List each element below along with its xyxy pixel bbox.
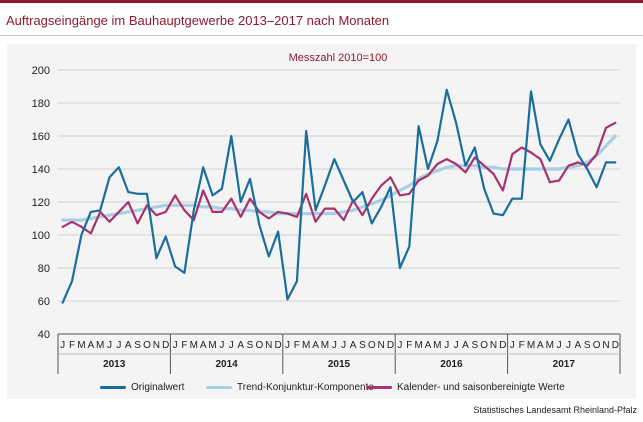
legend-item-trend: Trend-Konjunktur-Komponente bbox=[206, 382, 374, 393]
x-tick-label: N bbox=[265, 340, 272, 351]
x-tick-label: J bbox=[219, 340, 224, 351]
x-tick-label: F bbox=[69, 340, 75, 351]
x-tick-label: M bbox=[77, 340, 85, 351]
legend-label-original: Originalwert bbox=[131, 382, 185, 393]
legend-swatch-trend bbox=[206, 386, 232, 389]
y-tick-label: 80 bbox=[38, 263, 50, 275]
x-tick-label: N bbox=[378, 340, 385, 351]
top-accent-rule bbox=[0, 0, 643, 3]
x-tick-label: D bbox=[387, 340, 394, 351]
chart-title: Auftragseingänge im Bauhauptgewerbe 2013… bbox=[6, 13, 390, 28]
y-tick-label: 120 bbox=[32, 197, 50, 209]
x-tick-label: D bbox=[499, 340, 506, 351]
legend-item-adjusted: Kalender- und saisonbereinigte Werte bbox=[366, 382, 565, 393]
x-tick-label: S bbox=[471, 340, 478, 351]
y-tick-label: 140 bbox=[32, 164, 50, 176]
legend-item-original: Originalwert bbox=[100, 382, 184, 393]
x-tick-label: N bbox=[153, 340, 160, 351]
y-tick-label: 160 bbox=[32, 131, 50, 143]
x-tick-label: A bbox=[350, 340, 357, 351]
x-tick-label: J bbox=[397, 340, 402, 351]
x-tick-label: J bbox=[510, 340, 515, 351]
x-tick-label: M bbox=[96, 340, 104, 351]
year-label: 2016 bbox=[440, 359, 463, 370]
x-tick-label: F bbox=[406, 340, 412, 351]
x-tick-label: S bbox=[584, 340, 591, 351]
year-label: 2017 bbox=[553, 359, 576, 370]
y-tick-label: 100 bbox=[32, 230, 50, 242]
x-tick-label: A bbox=[87, 340, 94, 351]
year-label: 2014 bbox=[215, 359, 238, 370]
x-tick-label: O bbox=[143, 340, 151, 351]
x-tick-label: F bbox=[294, 340, 300, 351]
x-tick-label: A bbox=[462, 340, 469, 351]
x-tick-label: D bbox=[612, 340, 619, 351]
legend-label-trend: Trend-Konjunktur-Komponente bbox=[237, 382, 374, 393]
y-tick-label: 60 bbox=[38, 296, 50, 308]
x-tick-label: J bbox=[332, 340, 337, 351]
x-tick-label: J bbox=[341, 340, 346, 351]
x-tick-label: F bbox=[519, 340, 525, 351]
x-tick-label: O bbox=[255, 340, 263, 351]
x-tick-label: M bbox=[414, 340, 422, 351]
year-label: 2013 bbox=[103, 359, 126, 370]
x-tick-label: A bbox=[575, 340, 582, 351]
x-tick-label: J bbox=[229, 340, 234, 351]
year-label: 2015 bbox=[328, 359, 351, 370]
x-tick-label: M bbox=[546, 340, 554, 351]
x-tick-label: M bbox=[302, 340, 310, 351]
x-tick-label: J bbox=[454, 340, 459, 351]
series-lines bbox=[61, 88, 617, 304]
y-tick-label: 200 bbox=[32, 65, 50, 77]
x-tick-label: O bbox=[368, 340, 376, 351]
legend-swatch-adjusted bbox=[366, 386, 392, 389]
x-tick-label: N bbox=[490, 340, 497, 351]
x-tick-label: J bbox=[107, 340, 112, 351]
x-tick-label: A bbox=[312, 340, 319, 351]
x-tick-label: J bbox=[116, 340, 121, 351]
x-tick-label: A bbox=[125, 340, 132, 351]
x-tick-label: M bbox=[527, 340, 535, 351]
x-tick-label: A bbox=[237, 340, 244, 351]
x-tick-label: S bbox=[134, 340, 141, 351]
grid-lines bbox=[58, 69, 620, 335]
x-tick-label: M bbox=[433, 340, 441, 351]
chart-subtitle: Messzahl 2010=100 bbox=[289, 52, 388, 64]
x-tick-label: J bbox=[173, 340, 178, 351]
title-divider bbox=[0, 35, 643, 36]
y-tick-label: 180 bbox=[32, 98, 50, 110]
x-tick-label: A bbox=[425, 340, 432, 351]
source-note: Statistisches Landesamt Rheinland-Pfalz bbox=[473, 405, 637, 415]
legend-label-adjusted: Kalender- und saisonbereinigte Werte bbox=[397, 382, 565, 393]
x-tick-label: N bbox=[602, 340, 609, 351]
series-line-original bbox=[61, 88, 617, 304]
legend-swatch-original bbox=[100, 386, 126, 389]
x-tick-label: M bbox=[321, 340, 329, 351]
x-tick-label: A bbox=[200, 340, 207, 351]
x-tick-label: M bbox=[208, 340, 216, 351]
x-tick-label: J bbox=[444, 340, 449, 351]
x-tick-label: F bbox=[181, 340, 187, 351]
x-tick-label: S bbox=[247, 340, 254, 351]
x-tick-label: O bbox=[480, 340, 488, 351]
x-tick-label: J bbox=[566, 340, 571, 351]
x-tick-label: J bbox=[285, 340, 290, 351]
y-tick-label: 40 bbox=[38, 329, 50, 341]
x-tick-label: D bbox=[274, 340, 281, 351]
x-tick-label: J bbox=[557, 340, 562, 351]
x-tick-label: O bbox=[593, 340, 601, 351]
x-tick-label: M bbox=[190, 340, 198, 351]
x-tick-label: J bbox=[60, 340, 65, 351]
x-tick-label: D bbox=[162, 340, 169, 351]
y-tick-labels: 40 60 80 100 120 140 160 180 200 bbox=[32, 65, 50, 341]
x-tick-label: S bbox=[359, 340, 366, 351]
x-tick-label: A bbox=[537, 340, 544, 351]
series-line-adjusted bbox=[61, 121, 617, 235]
